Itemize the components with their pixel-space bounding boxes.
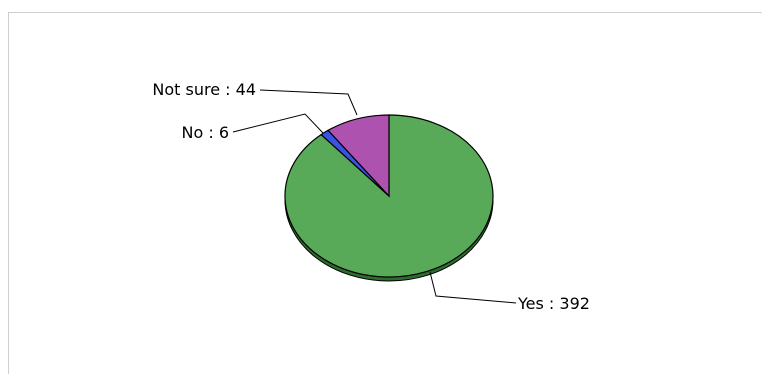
leader-line-no — [232, 113, 324, 134]
leader-line-not-sure — [259, 89, 358, 116]
slice-label-no: No : 6 — [182, 123, 230, 142]
leader-lines — [232, 89, 517, 304]
slice-label-not-sure: Not sure : 44 — [152, 80, 256, 99]
leader-line-yes — [429, 271, 517, 304]
slice-labels: Yes : 392 No : 6 Not sure : 44 — [152, 80, 590, 313]
slice-label-yes: Yes : 392 — [517, 294, 590, 313]
pie-slice-not-sure — [327, 114, 390, 198]
pie-slices — [284, 114, 494, 278]
